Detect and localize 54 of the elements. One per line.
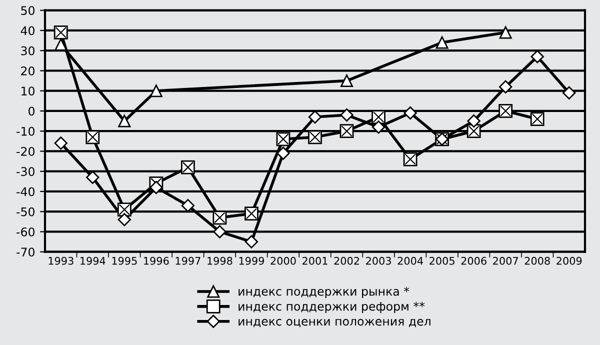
point bbox=[436, 36, 448, 49]
point bbox=[499, 80, 512, 94]
y-tick-label: 30 bbox=[21, 46, 34, 56]
x-tick-label: 1996 bbox=[144, 256, 169, 265]
point bbox=[150, 84, 162, 98]
y-tick-label: 10 bbox=[22, 86, 34, 96]
x-tick-label: 2000 bbox=[270, 256, 296, 265]
y-tick-label: -50 bbox=[16, 207, 34, 216]
x-tick-label: 2009 bbox=[556, 256, 582, 265]
point bbox=[467, 114, 480, 128]
point bbox=[499, 26, 512, 39]
x-tick-label: 2007 bbox=[493, 256, 518, 265]
x-tick-label: 2002 bbox=[334, 256, 359, 265]
x-tick-label: 2001 bbox=[302, 256, 328, 265]
point bbox=[562, 86, 576, 100]
legend-label: индекс поддержки реформ ** bbox=[238, 302, 425, 314]
point bbox=[244, 235, 258, 248]
point bbox=[276, 146, 290, 160]
point bbox=[213, 225, 226, 238]
y-tick-label: -10 bbox=[16, 126, 34, 136]
y-tick-label: -70 bbox=[16, 248, 34, 257]
point bbox=[150, 180, 163, 194]
point bbox=[86, 170, 100, 184]
x-tick-label: 1993 bbox=[48, 256, 74, 265]
x-tick-label: 2005 bbox=[430, 256, 454, 265]
x-tick-label: 2004 bbox=[398, 256, 423, 265]
legend-label: индекс оценки положения дел bbox=[238, 318, 430, 328]
point bbox=[54, 136, 68, 150]
point bbox=[530, 50, 544, 64]
x-tick-label: 2008 bbox=[524, 256, 550, 265]
x-tick-label: 1998 bbox=[208, 256, 232, 265]
y-tick-label: -30 bbox=[16, 167, 34, 176]
point bbox=[404, 106, 417, 120]
x-tick-label: 1994 bbox=[80, 256, 106, 265]
point bbox=[118, 114, 131, 128]
point bbox=[118, 213, 131, 226]
y-tick-label: 0 bbox=[28, 106, 34, 116]
point bbox=[340, 108, 354, 122]
y-tick-label: 20 bbox=[21, 66, 34, 76]
point bbox=[340, 74, 354, 88]
x-tick-label: 2003 bbox=[366, 256, 391, 265]
x-tick-label: 1999 bbox=[239, 256, 264, 265]
y-tick-label: -20 bbox=[16, 146, 34, 156]
x-tick-label: 1995 bbox=[112, 256, 137, 265]
x-tick-label: 2006 bbox=[461, 256, 486, 265]
y-tick-label: 50 bbox=[21, 6, 34, 16]
legend-label: индекс поддержки рынка * bbox=[238, 286, 410, 298]
point bbox=[372, 120, 386, 134]
y-tick-label: -60 bbox=[16, 227, 34, 236]
point bbox=[308, 110, 322, 124]
point bbox=[181, 198, 195, 212]
x-tick-label: 1997 bbox=[176, 256, 200, 265]
y-tick-label: 40 bbox=[20, 26, 34, 36]
y-tick-label: -40 bbox=[16, 187, 34, 196]
